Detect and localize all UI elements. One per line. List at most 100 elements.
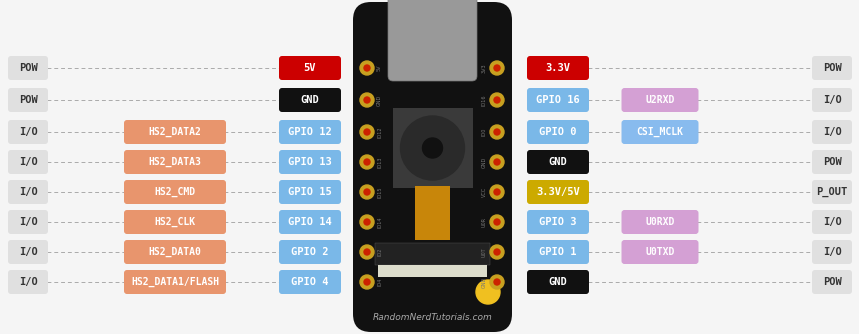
Text: I/O: I/O: [19, 127, 38, 137]
Text: HS2_CLK: HS2_CLK: [155, 217, 196, 227]
FancyBboxPatch shape: [415, 186, 450, 240]
Circle shape: [490, 275, 504, 289]
FancyBboxPatch shape: [124, 270, 226, 294]
FancyBboxPatch shape: [279, 88, 341, 112]
Text: U2RXD: U2RXD: [645, 95, 674, 105]
FancyBboxPatch shape: [8, 150, 48, 174]
Circle shape: [494, 189, 500, 195]
FancyBboxPatch shape: [279, 120, 341, 144]
Text: GPIO 4: GPIO 4: [291, 277, 329, 287]
FancyBboxPatch shape: [812, 120, 852, 144]
Text: U0TXD: U0TXD: [645, 247, 674, 257]
FancyBboxPatch shape: [622, 120, 698, 144]
Circle shape: [364, 159, 370, 165]
FancyBboxPatch shape: [378, 265, 487, 277]
FancyBboxPatch shape: [279, 240, 341, 264]
Text: GPIO 12: GPIO 12: [288, 127, 332, 137]
Text: IO12: IO12: [377, 126, 382, 138]
Circle shape: [490, 215, 504, 229]
FancyBboxPatch shape: [812, 210, 852, 234]
Text: VCC: VCC: [482, 187, 487, 197]
FancyBboxPatch shape: [279, 210, 341, 234]
Circle shape: [364, 189, 370, 195]
Circle shape: [423, 138, 442, 158]
Circle shape: [364, 249, 370, 255]
FancyBboxPatch shape: [8, 210, 48, 234]
FancyBboxPatch shape: [279, 56, 341, 80]
FancyBboxPatch shape: [393, 108, 472, 188]
Text: U0R: U0R: [482, 217, 487, 227]
Circle shape: [494, 97, 500, 103]
FancyBboxPatch shape: [527, 180, 589, 204]
Circle shape: [360, 61, 374, 75]
Circle shape: [494, 249, 500, 255]
Circle shape: [364, 97, 370, 103]
Text: I/O: I/O: [19, 157, 38, 167]
Circle shape: [360, 185, 374, 199]
FancyBboxPatch shape: [124, 240, 226, 264]
Text: GND: GND: [482, 276, 487, 288]
FancyBboxPatch shape: [353, 2, 512, 332]
FancyBboxPatch shape: [8, 270, 48, 294]
Circle shape: [490, 155, 504, 169]
Circle shape: [494, 159, 500, 165]
FancyBboxPatch shape: [279, 270, 341, 294]
Circle shape: [360, 93, 374, 107]
Text: GND: GND: [549, 277, 568, 287]
FancyBboxPatch shape: [812, 150, 852, 174]
Text: IO0: IO0: [482, 128, 487, 136]
FancyBboxPatch shape: [527, 210, 589, 234]
Text: IO13: IO13: [377, 156, 382, 168]
Text: GPIO 3: GPIO 3: [539, 217, 576, 227]
Circle shape: [360, 215, 374, 229]
Text: 3V3: 3V3: [482, 63, 487, 73]
Circle shape: [364, 65, 370, 71]
Text: I/O: I/O: [19, 217, 38, 227]
FancyBboxPatch shape: [622, 240, 698, 264]
Text: HS2_DATA3: HS2_DATA3: [149, 157, 202, 167]
Text: I/O: I/O: [823, 127, 841, 137]
Circle shape: [476, 280, 500, 304]
FancyBboxPatch shape: [375, 243, 490, 265]
Text: IO14: IO14: [377, 216, 382, 228]
Text: I/O: I/O: [823, 95, 841, 105]
Text: CSI_MCLK: CSI_MCLK: [637, 127, 684, 137]
Text: POW: POW: [19, 63, 38, 73]
Text: IO4: IO4: [377, 278, 382, 286]
FancyBboxPatch shape: [8, 56, 48, 80]
Text: POW: POW: [19, 95, 38, 105]
Text: GND: GND: [301, 95, 320, 105]
Circle shape: [364, 129, 370, 135]
Text: IO2: IO2: [377, 248, 382, 256]
Circle shape: [490, 185, 504, 199]
FancyBboxPatch shape: [8, 240, 48, 264]
FancyBboxPatch shape: [124, 150, 226, 174]
Circle shape: [490, 61, 504, 75]
Circle shape: [494, 279, 500, 285]
Circle shape: [360, 155, 374, 169]
Text: GPIO 14: GPIO 14: [288, 217, 332, 227]
Text: I/O: I/O: [19, 277, 38, 287]
Text: GND: GND: [482, 156, 487, 168]
Circle shape: [494, 129, 500, 135]
Circle shape: [494, 219, 500, 225]
Text: GPIO 0: GPIO 0: [539, 127, 576, 137]
FancyBboxPatch shape: [527, 120, 589, 144]
FancyBboxPatch shape: [812, 56, 852, 80]
Text: RandomNerdTutorials.com: RandomNerdTutorials.com: [373, 314, 492, 323]
Text: GND: GND: [549, 157, 568, 167]
Circle shape: [490, 125, 504, 139]
Text: GPIO 2: GPIO 2: [291, 247, 329, 257]
Text: U0T: U0T: [482, 247, 487, 257]
Text: GPIO 16: GPIO 16: [536, 95, 580, 105]
Circle shape: [400, 116, 465, 180]
Text: GND: GND: [377, 95, 382, 106]
Circle shape: [364, 219, 370, 225]
Circle shape: [360, 275, 374, 289]
Circle shape: [360, 245, 374, 259]
Circle shape: [490, 93, 504, 107]
FancyBboxPatch shape: [124, 210, 226, 234]
FancyBboxPatch shape: [279, 150, 341, 174]
FancyBboxPatch shape: [8, 180, 48, 204]
FancyBboxPatch shape: [388, 0, 477, 81]
